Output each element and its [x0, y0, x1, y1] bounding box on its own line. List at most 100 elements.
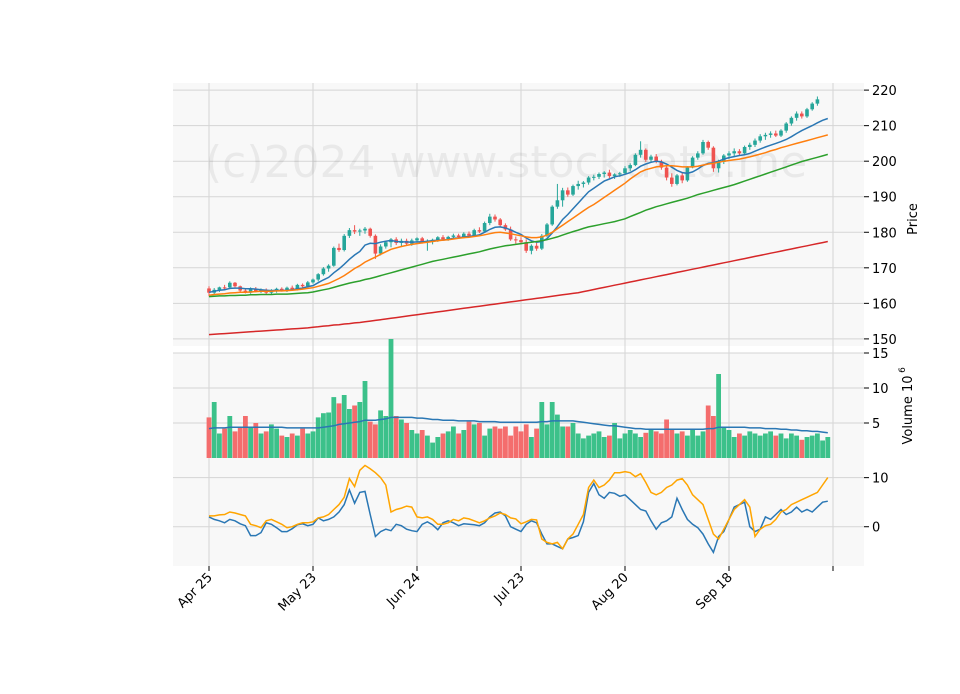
candle-body — [285, 287, 289, 291]
volume-bar — [284, 437, 290, 458]
candle-body — [716, 161, 721, 169]
candle-body — [680, 175, 684, 181]
volume-bar — [768, 431, 773, 458]
candle-body — [373, 235, 378, 254]
volume-bar — [222, 428, 227, 458]
price-axis-tick-label: 220 — [872, 84, 897, 99]
candle-body — [363, 228, 367, 231]
volume-bar — [711, 416, 716, 458]
candle-body — [451, 235, 456, 237]
candle-body — [789, 117, 794, 124]
candle-body — [602, 172, 606, 174]
candle-body — [436, 237, 440, 240]
oscillator-line-6 — [209, 464, 829, 551]
candle-body — [342, 235, 346, 251]
volume-bar — [804, 437, 810, 458]
volume-bar — [419, 430, 425, 458]
volume-bar — [555, 414, 560, 458]
volume-bar — [367, 421, 373, 458]
volume-bar — [492, 426, 498, 458]
volume-bar — [237, 426, 243, 458]
volume-bar — [227, 416, 233, 458]
candle-body — [794, 113, 799, 118]
volume-bar — [825, 437, 831, 458]
candle-body — [514, 239, 518, 241]
candle-body — [727, 153, 731, 156]
candle-body — [378, 246, 383, 254]
volume-bar — [206, 417, 212, 458]
candle-body — [815, 99, 820, 104]
candle-body — [254, 289, 258, 292]
volume-axis-exponent: 6 — [898, 367, 908, 373]
volume-bar — [373, 424, 378, 458]
candle-body — [306, 282, 310, 287]
volume-bar — [575, 433, 581, 458]
volume-bar — [409, 430, 415, 458]
volume-bar — [731, 437, 737, 458]
volume-bar — [393, 416, 399, 458]
oscillator-line-5 — [208, 481, 828, 555]
price-axis-tick-label: 160 — [872, 297, 897, 312]
volume-bar — [430, 442, 435, 458]
volume-axis-tick-label: 5 — [872, 417, 880, 432]
candle-body — [358, 230, 362, 232]
candle-body — [290, 287, 294, 290]
candle-body — [368, 228, 372, 236]
candle-body — [758, 136, 762, 141]
candle-body — [337, 247, 341, 251]
volume-bar — [622, 433, 628, 458]
candle-body — [352, 230, 357, 232]
candle-body — [545, 224, 549, 236]
candle-body — [326, 265, 331, 269]
volume-bar — [773, 435, 779, 458]
candle-body — [217, 287, 222, 290]
volume-bar — [820, 440, 825, 458]
candle-body — [519, 240, 523, 243]
volume-bar — [742, 435, 747, 458]
candle-body — [675, 175, 679, 184]
volume-bar — [518, 431, 524, 458]
volume-bar — [815, 433, 820, 458]
price-line-2 — [208, 153, 829, 298]
candle-body — [732, 151, 736, 154]
volume-bar — [310, 431, 316, 458]
volume-bar — [451, 426, 456, 458]
oscillator-panel — [173, 458, 864, 566]
volume-bar — [248, 426, 253, 458]
candle-body — [607, 172, 612, 177]
candle-body — [742, 146, 747, 154]
candle-body — [784, 123, 788, 131]
candle-body — [690, 157, 695, 168]
candle-body — [228, 282, 232, 288]
candle-body — [493, 216, 497, 220]
candle-body — [810, 103, 814, 110]
volume-bar — [253, 423, 259, 458]
candle-body — [586, 177, 591, 183]
candle-body — [420, 238, 424, 243]
volume-bar — [279, 435, 285, 458]
volume-bar — [466, 421, 472, 458]
candle-body — [446, 236, 450, 240]
volume-axis-title: Volume 10 — [901, 375, 916, 444]
price-axis-tick-label: 200 — [872, 155, 897, 170]
candle-body — [488, 216, 492, 224]
price-line-0 — [208, 117, 829, 294]
volume-bar — [674, 433, 680, 458]
volume-bar — [747, 431, 753, 458]
candle-body — [332, 247, 336, 266]
candle-body — [612, 174, 617, 177]
candle-body — [555, 200, 560, 207]
price-axis-tick-label: 210 — [872, 120, 897, 135]
candle-body — [300, 284, 305, 287]
candle-body — [534, 245, 539, 249]
candle-body — [659, 161, 664, 168]
volume-bar — [565, 426, 571, 458]
candle-body — [441, 237, 445, 240]
price-line-1 — [208, 134, 828, 296]
price-axis-tick-label: 150 — [872, 333, 897, 348]
candle-body — [550, 206, 554, 225]
volume-bar — [487, 428, 493, 458]
price-axis-tick-label: 190 — [872, 191, 897, 206]
candle-body — [768, 133, 773, 135]
oscillator-axis-tick-label: 10 — [872, 472, 889, 487]
